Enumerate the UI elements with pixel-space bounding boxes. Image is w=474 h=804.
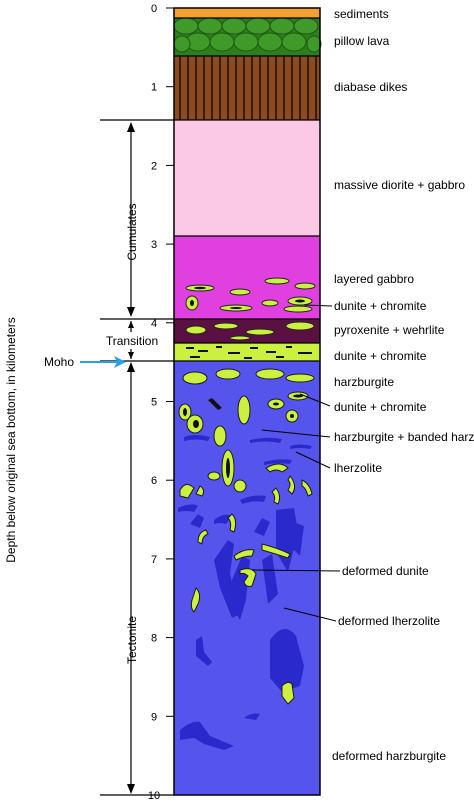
label-deformed-harzburgite: deformed harzburgite [332,749,446,763]
label-diabase-dikes: diabase dikes [334,80,407,94]
tectonite-layer [174,361,320,795]
zone-tectonite: Tectonite [125,616,139,664]
depth-tick-label: 6 [151,475,157,487]
dunite-chromite-transition-layer [174,343,320,361]
pyroxenite-wehrlite-layer [174,319,320,343]
label-dunite-chromite-3: dunite + chromite [334,400,427,414]
label-harzburgite: harzburgite [334,375,394,389]
depth-tick-label: 1 [151,82,157,94]
moho-label: Moho [44,355,74,369]
leader-lines [251,304,341,622]
depth-tick-label: 9 [151,711,157,723]
label-deformed-lherzolite: deformed lherzolite [338,614,440,628]
depth-axis: 0 1 2 3 4 5 6 7 8 9 10 [148,3,174,802]
depth-tick-label: 4 [151,318,157,330]
zone-cumulates: Cumulates [125,203,139,260]
label-harzburgite-banded: harzburgite + banded harz [334,430,474,444]
label-pillow-lava: pillow lava [334,34,390,48]
depth-tick-label: 0 [151,3,157,15]
axis-label: Depth below original sea bottom, in kilo… [4,317,18,562]
layered-gabbro-layer [174,236,320,319]
massive-diorite-gabbro-layer [174,120,320,236]
label-lherzolite: lherzolite [334,461,382,475]
label-pyroxenite-wehrlite: pyroxenite + wehrlite [334,323,445,337]
moho-arrow-icon [80,356,126,368]
label-dunite-chromite-1: dunite + chromite [334,299,427,313]
pillow-lava-layer [173,17,322,56]
layer-labels: sediments pillow lava diabase dikes mass… [332,7,474,763]
label-layered-gabbro: layered gabbro [334,272,414,286]
depth-tick-label: 10 [148,790,160,802]
label-dunite-chromite-2: dunite + chromite [334,349,427,363]
label-deformed-dunite: deformed dunite [342,564,429,578]
depth-tick-label: 5 [151,397,157,409]
label-massive-diorite-gabbro: massive diorite + gabbro [334,178,465,192]
zone-transition: Transition [106,334,158,348]
depth-tick-label: 7 [151,554,157,566]
depth-tick-label: 2 [151,160,157,172]
depth-tick-label: 8 [151,633,157,645]
sediments-layer [174,8,320,18]
label-sediments: sediments [334,7,389,21]
depth-tick-label: 3 [151,239,157,251]
column [173,7,322,796]
diabase-dikes-layer [174,56,320,120]
